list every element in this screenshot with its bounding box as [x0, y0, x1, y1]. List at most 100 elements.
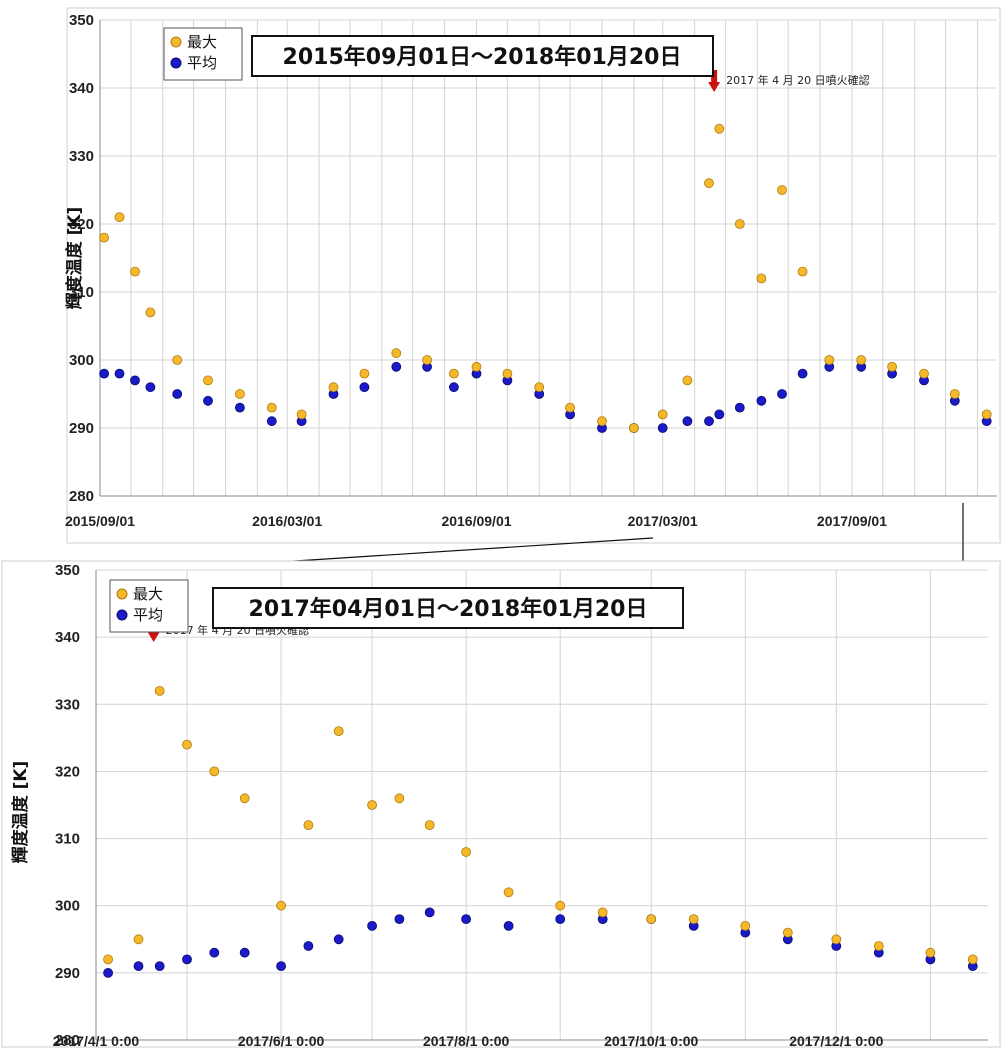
average-point	[682, 416, 693, 427]
average-point	[172, 389, 183, 399]
average-point	[133, 961, 144, 971]
chart-bottom-legend-max-marker	[116, 588, 128, 600]
chart-bottom-y-ticks: 280 290 300 310 320 330 340 350	[55, 562, 80, 1048]
x-tick-label: 2017/8/1 0:00	[423, 1033, 510, 1048]
max-point	[777, 185, 787, 195]
max-point	[597, 907, 608, 918]
average-point	[797, 368, 808, 379]
chart-bottom-legend-avg-marker	[116, 609, 128, 621]
max-point	[831, 934, 842, 945]
series-max	[99, 123, 992, 433]
x-tick-label: 2016/03/01	[252, 513, 322, 529]
chart-bottom-y-axis-label: 輝度温度 [K]	[10, 761, 31, 864]
y-tick-label: 340	[69, 80, 94, 97]
max-point	[949, 389, 960, 399]
y-tick-label: 300	[69, 352, 94, 369]
max-point	[303, 820, 314, 830]
max-point	[471, 361, 482, 372]
chart-bottom-title: 2017年04月01日～2018年01月20日	[249, 596, 648, 622]
max-point	[555, 900, 566, 911]
max-point	[629, 423, 639, 433]
chart-top-y-axis-label: 輝度温度 [K]	[64, 207, 85, 310]
average-point	[394, 914, 405, 924]
max-point	[824, 355, 835, 365]
max-point	[422, 355, 433, 365]
max-point	[367, 800, 378, 810]
chart-top-title: 2015年09月01日～2018年01月20日	[283, 44, 682, 70]
y-tick-label: 290	[55, 965, 80, 982]
max-point	[461, 847, 472, 857]
y-tick-label: 330	[69, 148, 94, 165]
average-point	[114, 368, 125, 379]
max-point	[203, 375, 213, 386]
chart-top-legend: 最大 平均	[163, 27, 243, 81]
max-point	[145, 307, 156, 318]
average-point	[239, 947, 250, 958]
average-point	[777, 389, 787, 399]
x-tick-label: 2017/03/01	[628, 513, 698, 529]
average-point	[424, 907, 435, 918]
max-point	[646, 914, 657, 924]
max-point	[797, 266, 808, 277]
chart-top-annotation-text: 2017 年 4 月 20 日噴火確認	[726, 73, 869, 87]
average-point	[303, 941, 314, 951]
y-tick-label: 310	[55, 831, 80, 848]
chart-top-legend-max-marker	[170, 36, 182, 48]
average-point	[154, 961, 165, 971]
y-tick-label: 350	[69, 12, 94, 29]
max-point	[534, 382, 545, 393]
y-tick-label: 340	[55, 629, 80, 646]
average-point	[756, 395, 767, 406]
average-point	[657, 423, 668, 433]
max-point	[856, 355, 867, 365]
series-average	[103, 907, 978, 978]
max-point	[682, 375, 693, 386]
average-point	[734, 402, 745, 413]
x-tick-label: 2017/12/1 0:00	[789, 1033, 883, 1048]
chart-bottom-title-border	[212, 587, 684, 629]
max-point	[424, 820, 435, 830]
average-point	[367, 921, 378, 931]
max-point	[359, 368, 370, 379]
max-point	[114, 212, 125, 223]
max-point	[714, 123, 725, 134]
chart-top-title-box: 2015年09月01日～2018年01月20日	[251, 35, 714, 77]
max-point	[99, 232, 109, 243]
chart-top-legend-avg-label: 平均	[187, 54, 217, 72]
max-point	[266, 402, 277, 413]
chart-top-x-ticks: 2015/09/01 2016/03/01 2016/09/01 2017/03/01…	[65, 513, 887, 529]
y-tick-label: 350	[55, 562, 80, 579]
chart-bottom-background	[1, 560, 1001, 1048]
average-point	[555, 914, 566, 924]
average-point	[234, 402, 245, 413]
chart-bottom-legend: 最大 平均	[109, 579, 189, 633]
chart-bottom-grid	[95, 569, 988, 1041]
chart-bottom-legend-max-label: 最大	[133, 585, 163, 603]
y-tick-label: 330	[55, 696, 80, 713]
average-point	[704, 416, 714, 427]
chart-top-legend-max-label: 最大	[187, 33, 217, 51]
y-tick-label: 320	[69, 216, 94, 233]
average-point	[503, 921, 514, 931]
average-point	[209, 947, 220, 958]
x-tick-label: 2017/10/1 0:00	[604, 1033, 698, 1048]
max-point	[209, 766, 220, 777]
max-point	[133, 934, 144, 945]
max-point	[756, 273, 767, 284]
x-tick-label: 2017/6/1 0:00	[238, 1033, 325, 1048]
x-tick-label: 2015/09/01	[65, 513, 135, 529]
x-tick-label: 2017/09/01	[817, 513, 887, 529]
average-point	[182, 954, 192, 965]
max-point	[919, 368, 929, 379]
average-point	[266, 416, 277, 427]
max-point	[981, 409, 992, 420]
max-point	[873, 941, 884, 951]
chart-bottom-title-box: 2017年04月01日～2018年01月20日	[212, 587, 684, 629]
series-max	[103, 686, 978, 965]
max-point	[391, 348, 402, 359]
chart-top-background	[66, 7, 1001, 544]
max-point	[154, 686, 165, 696]
max-point	[597, 416, 607, 427]
max-point	[394, 793, 405, 804]
